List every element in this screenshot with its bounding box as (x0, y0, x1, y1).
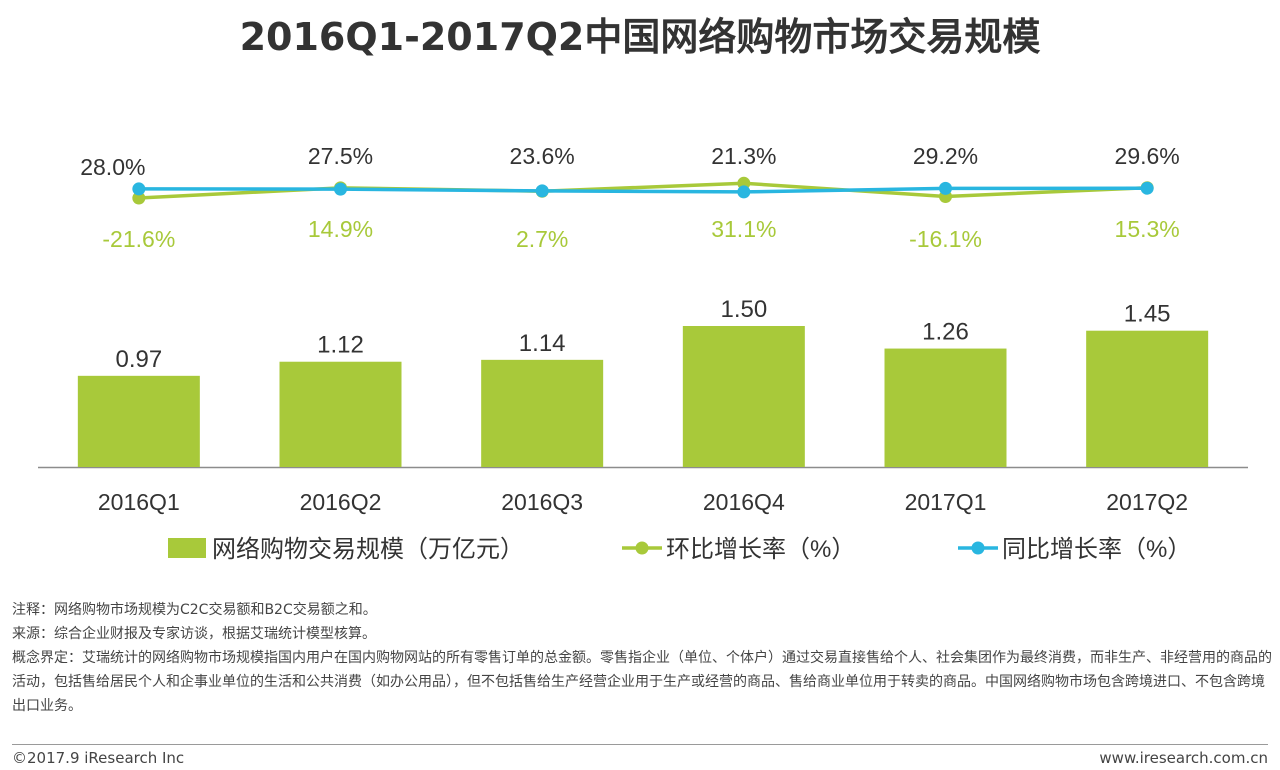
bar-2017Q1 (884, 348, 1007, 467)
legend-label: 同比增长率（%） (1002, 536, 1191, 563)
x-tick-label: 2017Q2 (1106, 489, 1188, 515)
x-tick-label: 2016Q4 (703, 489, 785, 515)
bar-value-label: 1.12 (317, 332, 364, 359)
x-tick-label: 2016Q1 (98, 489, 180, 515)
combo-chart: 0.97 2016Q1 1.12 2016Q2 1.14 2016Q3 1.50 2016Q4… (38, 143, 1248, 563)
legend-label: 网络购物交易规模（万亿元） (212, 536, 524, 563)
yoy-point-2016Q2 (334, 182, 347, 196)
yoy-value-label: 21.3% (711, 143, 776, 169)
bar-2017Q2 (1086, 330, 1209, 467)
bar-value-label: 1.26 (922, 319, 969, 346)
chart-title: 2016Q1-2017Q2中国网络购物市场交易规模 (239, 15, 1041, 59)
x-tick-label: 2016Q2 (300, 489, 382, 515)
yoy-point-2017Q1 (939, 181, 952, 195)
yoy-point-2016Q1 (132, 182, 146, 196)
qoq-value-label: -16.1% (909, 226, 982, 252)
qoq-value-label: 15.3% (1115, 216, 1180, 242)
yoy-value-label: 29.6% (1115, 143, 1180, 169)
website-link[interactable]: www.iresearch.com.cn (1099, 749, 1268, 767)
bar-value-label: 1.14 (519, 330, 566, 357)
qoq-value-label: 2.7% (516, 226, 568, 252)
bar-2016Q2 (279, 361, 402, 467)
notes-block: 注释：网络购物市场规模为C2C交易额和B2C交易额之和。 来源：综合企业财报及专… (12, 598, 1274, 718)
legend-swatch-marker (635, 541, 649, 555)
yoy-point-2016Q3 (535, 184, 549, 198)
yoy-value-label: 28.0% (80, 154, 145, 180)
bar-value-label: 1.45 (1124, 301, 1171, 328)
qoq-value-label: 14.9% (308, 216, 373, 242)
bar-2016Q3 (481, 359, 604, 467)
bar-value-label: 0.97 (115, 346, 162, 373)
definition-text: 概念界定：艾瑞统计的网络购物市场规模指国内用户在国内购物网站的所有零售订单的总金… (12, 650, 1272, 714)
copyright-text: ©2017.9 iResearch Inc (12, 749, 185, 767)
note-text: 注释：网络购物市场规模为C2C交易额和B2C交易额之和。 (12, 602, 377, 618)
yoy-value-label: 27.5% (308, 143, 373, 169)
yoy-value-label: 23.6% (510, 143, 575, 169)
legend-label: 环比增长率（%） (666, 536, 855, 563)
qoq-value-label: -21.6% (102, 226, 175, 252)
yoy-value-label: 29.2% (913, 143, 978, 169)
source-text: 来源：综合企业财报及专家访谈，根据艾瑞统计模型核算。 (12, 626, 376, 642)
yoy-point-2016Q4 (737, 185, 751, 199)
x-tick-label: 2016Q3 (501, 489, 583, 515)
bar-value-label: 1.50 (720, 296, 767, 323)
yoy-point-2017Q2 (1140, 181, 1154, 195)
bar-2016Q1 (77, 375, 200, 467)
qoq-value-label: 31.1% (711, 216, 776, 242)
legend-swatch-bar (168, 538, 206, 558)
legend-swatch-marker (971, 541, 985, 555)
bar-2016Q4 (682, 326, 805, 467)
x-tick-label: 2017Q1 (905, 489, 987, 515)
yoy-growth-line (138, 186, 1148, 194)
footer-divider (12, 744, 1268, 745)
qoq-point-2016Q1 (132, 191, 146, 205)
